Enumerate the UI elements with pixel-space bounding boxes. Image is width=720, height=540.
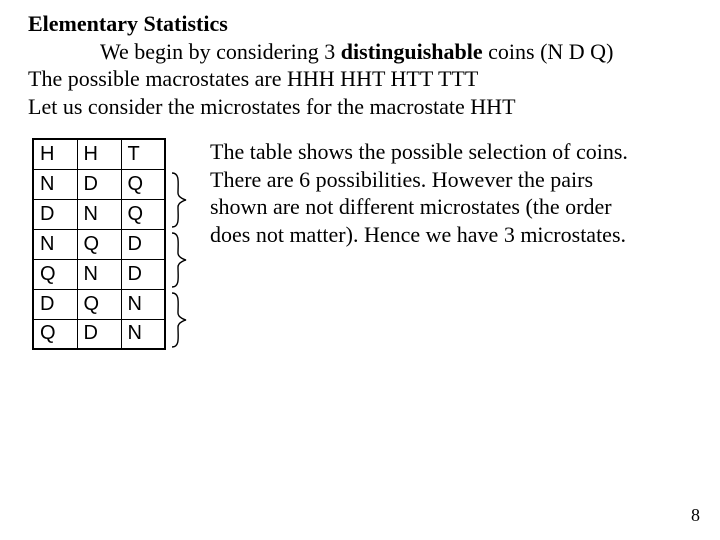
table-row: N D Q [33,169,165,199]
table-cell: N [77,259,121,289]
table-cell: Q [121,169,165,199]
intro-line-1-bold: distinguishable [341,39,483,64]
table-cell: N [77,199,121,229]
table-cell: N [121,289,165,319]
table-row: H H T [33,139,165,169]
table-cell: D [77,169,121,199]
table-row: Q N D [33,259,165,289]
table-cell: D [77,319,121,349]
explanation-line: does not matter). Hence we have 3 micros… [210,221,628,249]
table-cell: Q [33,259,77,289]
table-cell: D [121,229,165,259]
page-number: 8 [691,505,700,526]
intro-block: We begin by considering 3 distinguishabl… [28,38,692,121]
table-cell: D [121,259,165,289]
intro-line-1: We begin by considering 3 distinguishabl… [28,38,692,66]
table-cell: Q [121,199,165,229]
brace-icon [170,171,188,229]
intro-line-1-post: coins (N D Q) [483,39,614,64]
table-cell: D [33,289,77,319]
table-cell: Q [77,229,121,259]
table-cell: Q [33,319,77,349]
explanation-line: There are 6 possibilities. However the p… [210,166,628,194]
brace-icon [170,231,188,289]
coins-table: H H T N D Q D N Q N Q D Q N D [32,138,166,350]
slide-title: Elementary Statistics [28,10,692,38]
intro-line-1-pre: We begin by considering 3 [100,39,341,64]
table-cell: N [121,319,165,349]
brace-icon [170,291,188,349]
table-row: Q D N [33,319,165,349]
intro-line-2: The possible macrostates are HHH HHT HTT… [28,65,692,93]
table-cell: H [33,139,77,169]
table-cell: D [33,199,77,229]
table-cell: Q [77,289,121,319]
explanation-line: The table shows the possible selection o… [210,138,628,166]
table-row: D Q N [33,289,165,319]
table-cell: N [33,229,77,259]
table-cell: N [33,169,77,199]
table-row: N Q D [33,229,165,259]
table-cell: H [77,139,121,169]
content-row: H H T N D Q D N Q N Q D Q N D [28,138,692,350]
table-cell: T [121,139,165,169]
table-row: D N Q [33,199,165,229]
explanation-line: shown are not different microstates (the… [210,193,628,221]
explanation-block: The table shows the possible selection o… [210,138,628,248]
intro-line-3: Let us consider the microstates for the … [28,93,692,121]
slide: Elementary Statistics We begin by consid… [0,0,720,540]
